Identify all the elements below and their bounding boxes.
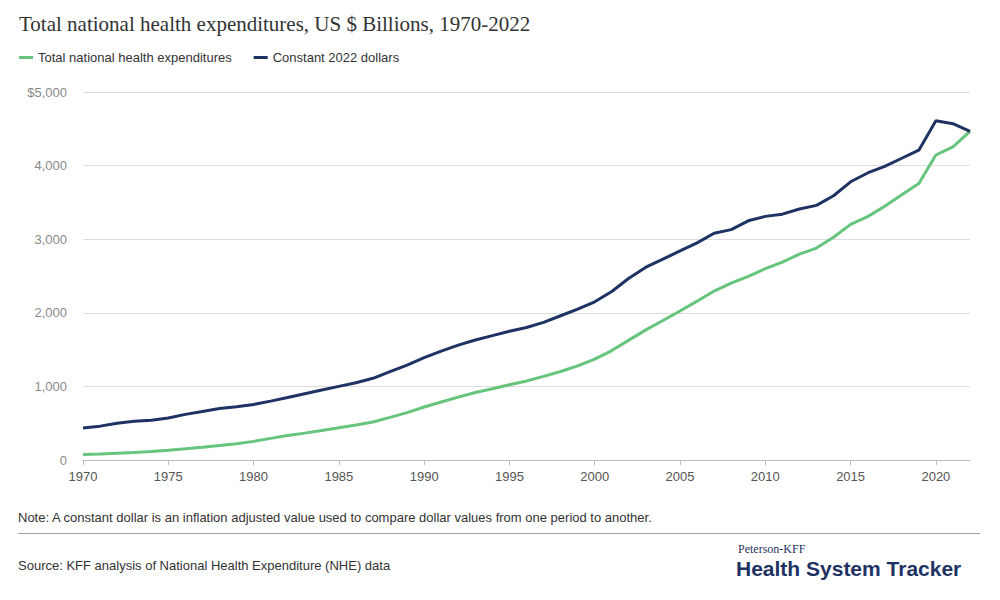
svg-text:Constant 2022 dollars: Constant 2022 dollars — [273, 50, 400, 65]
svg-text:1985: 1985 — [324, 469, 353, 484]
svg-text:4,000: 4,000 — [34, 158, 67, 173]
svg-text:1980: 1980 — [239, 469, 268, 484]
svg-text:1990: 1990 — [410, 469, 439, 484]
svg-text:1970: 1970 — [69, 469, 98, 484]
svg-text:Total national health expendit: Total national health expenditures, US $… — [19, 12, 530, 36]
svg-text:2010: 2010 — [751, 469, 780, 484]
svg-text:Health System Tracker: Health System Tracker — [736, 557, 961, 580]
svg-text:Source: KFF analysis of Nation: Source: KFF analysis of National Health … — [18, 558, 391, 573]
svg-text:0: 0 — [60, 453, 67, 468]
svg-text:Total national health expendit: Total national health expenditures — [38, 50, 232, 65]
svg-text:$5,000: $5,000 — [27, 85, 67, 100]
svg-text:Note: A constant dollar is an: Note: A constant dollar is an inflation … — [18, 510, 652, 525]
svg-text:1975: 1975 — [154, 469, 183, 484]
svg-text:3,000: 3,000 — [34, 232, 67, 247]
svg-text:2,000: 2,000 — [34, 305, 67, 320]
svg-text:1995: 1995 — [495, 469, 524, 484]
svg-text:Peterson-KFF: Peterson-KFF — [738, 542, 806, 556]
svg-text:2020: 2020 — [921, 469, 950, 484]
svg-text:2000: 2000 — [580, 469, 609, 484]
svg-text:2005: 2005 — [666, 469, 695, 484]
svg-text:1,000: 1,000 — [34, 379, 67, 394]
svg-text:2015: 2015 — [836, 469, 865, 484]
